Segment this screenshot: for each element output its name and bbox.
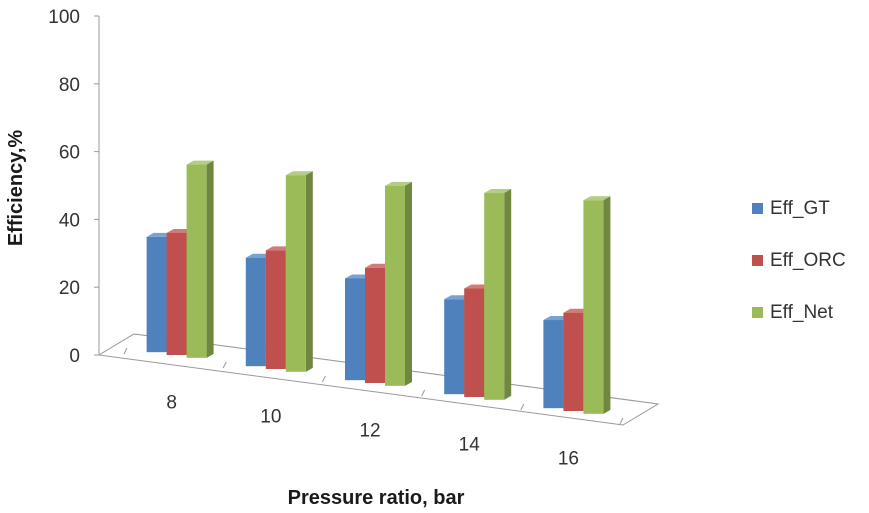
bar-front-face [245,257,266,367]
legend-swatch [752,255,763,266]
bar-front-face [385,185,405,386]
legend-label: Eff_ORC [770,250,846,271]
bars [146,160,611,414]
x-tick-label: 8 [166,392,177,413]
y-tick-label: 0 [69,346,80,367]
x-tick-mark [123,347,128,355]
bar-front-face [166,232,187,355]
y-axis-ticks: 0 20 40 60 80 100 [48,7,99,367]
bar-top-face [285,171,313,176]
y-tick-label: 100 [48,7,80,28]
bar-side-face [305,171,313,372]
legend-label: Eff_Net [770,302,834,323]
bar-front-face [146,236,167,353]
x-tick-mark [222,361,227,369]
bar-front-face [543,320,564,409]
bar-front-face [563,312,584,411]
bar-side-face [504,189,512,400]
bar-top-face [186,160,214,165]
bar-eff-net-8 [186,160,214,358]
bar-eff-net-14 [484,189,512,400]
bar-top-face [583,196,611,201]
bar-front-face [186,164,207,358]
x-tick-mark [520,403,525,411]
bar-side-face [206,160,214,358]
legend-label: Eff_GT [770,198,830,219]
x-axis-title: Pressure ratio, bar [288,487,465,509]
y-tick-label: 20 [59,278,80,299]
bar-front-face [464,288,485,397]
legend-swatch [752,307,763,318]
bar-eff-net-16 [583,196,611,414]
bar-front-face [583,200,604,414]
bar-front-face [365,267,385,383]
bar-front-face [345,278,365,381]
y-tick-label: 80 [59,75,80,96]
bar-eff-net-12 [385,181,412,386]
bar-front-face [484,193,505,400]
bar-top-face [484,189,512,194]
y-tick-label: 60 [59,143,80,164]
bar-top-face [385,181,412,186]
x-tick-label: 16 [558,448,579,469]
bar-eff-net-10 [285,171,313,372]
bar-front-face [265,250,286,369]
x-axis-ticks: 8 10 12 14 16 [123,347,624,469]
x-tick-mark [321,375,326,383]
y-tick-label: 40 [59,210,80,231]
y-axis-title: Efficiency,% [5,130,27,247]
x-tick-mark [619,417,624,425]
x-tick-label: 14 [459,434,481,455]
x-tick-mark [421,389,426,397]
x-tick-label: 10 [260,406,281,427]
bar-front-face [285,175,306,372]
bar-front-face [444,299,465,395]
x-tick-label: 12 [359,420,380,441]
bar-side-face [603,196,611,414]
legend: Eff_GT Eff_ORC Eff_Net [752,198,846,323]
bar-side-face [405,181,412,386]
legend-swatch [752,203,763,214]
